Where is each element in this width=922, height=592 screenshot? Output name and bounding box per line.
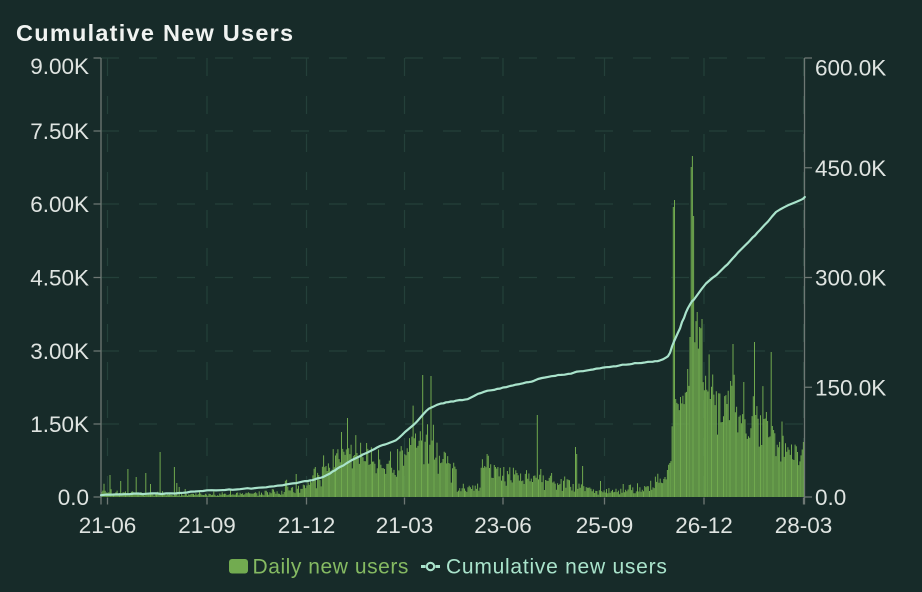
svg-text:21-12: 21-12 <box>278 513 336 538</box>
svg-text:Daily new users: Daily new users <box>253 556 409 579</box>
svg-text:150.0K: 150.0K <box>815 375 886 400</box>
svg-text:3.00K: 3.00K <box>30 339 89 364</box>
svg-text:25-09: 25-09 <box>576 513 634 538</box>
svg-text:28-03: 28-03 <box>775 513 833 538</box>
svg-text:26-12: 26-12 <box>675 513 733 538</box>
svg-text:9.00K: 9.00K <box>30 54 89 79</box>
svg-text:21-06: 21-06 <box>79 513 137 538</box>
svg-text:0.0: 0.0 <box>58 485 89 510</box>
svg-text:300.0K: 300.0K <box>815 266 886 291</box>
svg-text:4.50K: 4.50K <box>30 266 89 291</box>
svg-text:Cumulative new users: Cumulative new users <box>446 556 668 579</box>
svg-text:Cumulative New Users: Cumulative New Users <box>16 20 294 46</box>
svg-text:21-09: 21-09 <box>178 513 236 538</box>
svg-text:450.0K: 450.0K <box>815 156 886 181</box>
svg-text:600.0K: 600.0K <box>815 56 886 81</box>
svg-text:1.50K: 1.50K <box>30 412 89 437</box>
svg-text:7.50K: 7.50K <box>30 119 89 144</box>
svg-text:0.0: 0.0 <box>815 485 846 510</box>
svg-text:23-06: 23-06 <box>474 513 532 538</box>
svg-text:6.00K: 6.00K <box>30 192 89 217</box>
svg-text:21-03: 21-03 <box>376 513 434 538</box>
